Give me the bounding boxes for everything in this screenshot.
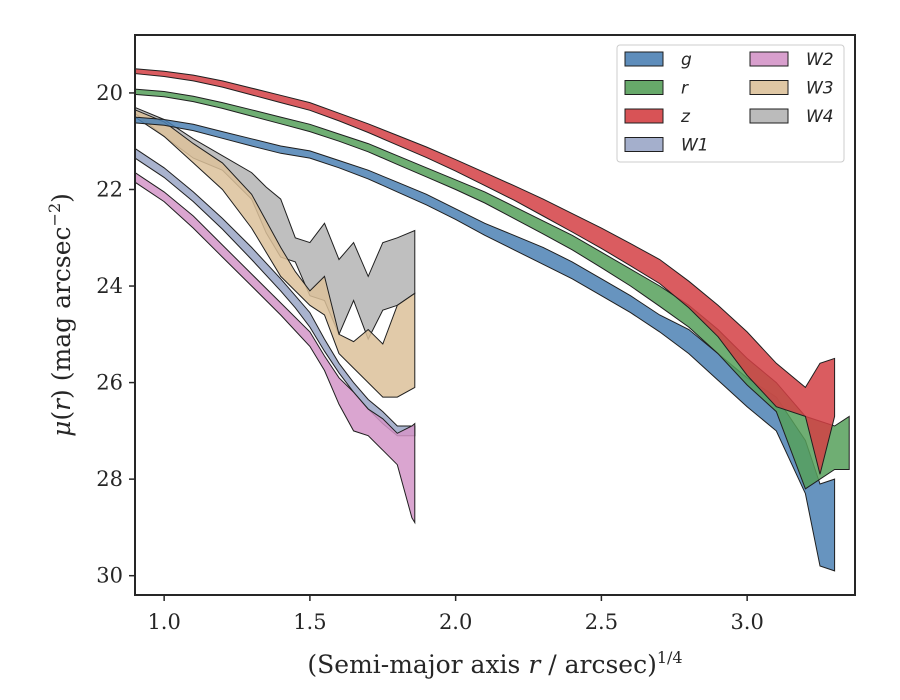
legend-frame [616, 44, 845, 163]
legend-label-W3: W3 [806, 79, 834, 99]
legend-label-W4: W4 [806, 107, 834, 127]
x-axis-label-after: / arcsec) [540, 650, 657, 679]
legend-swatch-W3 [749, 80, 789, 95]
y-tick-label: 20 [96, 81, 123, 105]
y-axis-label-open: ( [47, 411, 76, 421]
legend-swatch-W4 [749, 108, 789, 124]
x-axis-label: (Semi-major axis r / arcsec)1/4 [307, 648, 682, 679]
y-tick-label: 24 [96, 274, 123, 298]
legend-swatch-g [624, 51, 664, 67]
legend-label-W1: W1 [681, 136, 709, 156]
profile-bands [134, 68, 850, 572]
legend-swatch-z [624, 108, 664, 124]
x-tick-label: 2.0 [439, 610, 472, 634]
band-g [134, 116, 836, 572]
x-tick-label: 2.5 [585, 610, 618, 634]
x-tick-label: 1.0 [147, 610, 180, 634]
legend-label-z: z [680, 107, 691, 127]
y-tick-label: 22 [96, 177, 123, 201]
y-axis-label-var: r [47, 397, 76, 411]
legend-label-r: r [681, 79, 689, 99]
y-axis-label-unit: ) (mag arcsec [47, 226, 76, 399]
y-axis-label: μ(r) (mag arcsec−2) [45, 193, 76, 437]
band-W3 [134, 109, 416, 398]
band-z [134, 68, 836, 475]
legend-swatch-W1 [624, 137, 664, 152]
x-tick-label: 1.5 [293, 610, 326, 634]
y-tick-label: 30 [96, 564, 123, 588]
band-W2 [134, 171, 416, 525]
legend-swatch-W2 [749, 51, 789, 67]
y-tick-label: 26 [96, 371, 123, 395]
x-tick-label: 3.0 [730, 610, 763, 634]
x-axis-label-before: (Semi-major axis [307, 650, 528, 679]
x-axis-label-var: r [528, 650, 542, 679]
x-axis-ticks: 1.0 1.5 2.0 2.5 3.0 [147, 595, 764, 634]
band-r [134, 88, 850, 490]
y-axis-label-exponent: −2 [45, 203, 64, 227]
x-axis-label-exponent: 1/4 [657, 648, 683, 667]
y-tick-label: 28 [96, 467, 123, 491]
y-axis-label-mu: μ [47, 421, 76, 437]
legend-label-W2: W2 [806, 50, 834, 70]
legend-label-g: g [681, 50, 692, 70]
y-axis-ticks: 20 22 24 26 28 30 [96, 81, 135, 588]
legend: grz W1 W2 W3 W4 [616, 44, 845, 163]
plot-frame [134, 34, 856, 596]
legend-swatch-r [624, 80, 664, 95]
y-axis-label-end: ) [47, 193, 76, 203]
